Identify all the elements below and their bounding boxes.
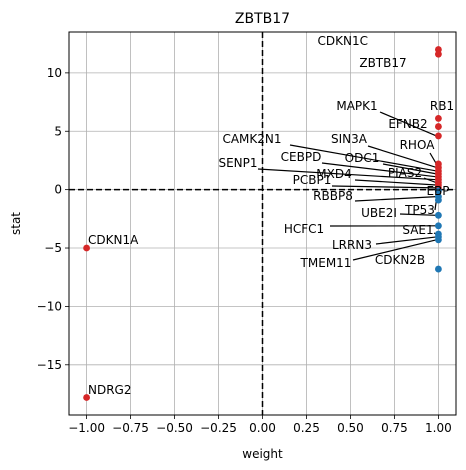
- point-label: RHOA: [400, 138, 436, 152]
- y-tick-label: 10: [47, 66, 62, 80]
- point-label: TP53: [404, 203, 435, 217]
- data-point: [83, 244, 90, 252]
- x-tick-label: 0.75: [381, 421, 408, 435]
- data-point: [435, 187, 442, 195]
- data-point: [435, 196, 442, 204]
- point-label: SAE1: [402, 223, 433, 237]
- leader-line: [321, 162, 437, 178]
- y-tick-label: −5: [44, 241, 62, 255]
- data-point: [435, 115, 442, 122]
- reference-lines: [69, 32, 456, 415]
- leader-line: [382, 163, 437, 175]
- leader-line: [354, 196, 437, 202]
- x-tick-label: −0.75: [112, 421, 149, 435]
- leader-line: [399, 213, 437, 216]
- leader-line: [423, 177, 437, 184]
- point-label: CDKN1A: [88, 233, 139, 247]
- x-tick-label: −1.00: [68, 421, 105, 435]
- leader-line: [289, 144, 437, 172]
- x-tick-label: 0.25: [293, 421, 320, 435]
- y-tick-label: 5: [54, 124, 62, 138]
- point-label: SENP1: [218, 156, 257, 170]
- point-label: CAMK2N1: [222, 132, 281, 146]
- point-label: TMEM11: [300, 256, 352, 270]
- point-label: PIAS2: [388, 166, 422, 180]
- data-point: [435, 50, 442, 58]
- y-tick-label: −10: [37, 299, 62, 313]
- x-tick-label: 0.50: [337, 421, 364, 435]
- point-label: RBBP8: [313, 189, 353, 203]
- leader-line: [375, 236, 437, 245]
- point-label: MAPK1: [336, 99, 377, 113]
- y-axis-label: stat: [9, 212, 23, 235]
- axis-ticks: −1.00 −0.75 −0.50 −0.25 0.00 0.25 0.50 0.75 1.00…: [37, 66, 452, 435]
- data-point: [435, 211, 442, 219]
- point-label: CEBPD: [281, 150, 322, 164]
- leader-line: [331, 185, 437, 189]
- point-label: UBE2I: [361, 206, 397, 220]
- leader-line: [367, 145, 437, 169]
- point-label: RB1: [430, 99, 454, 113]
- point-label: ODC1: [345, 151, 380, 165]
- y-tick-label: −15: [37, 358, 62, 372]
- data-point: [435, 236, 442, 244]
- annotation-leaders: [257, 111, 438, 261]
- point-label: ZBTB17: [359, 56, 406, 70]
- leader-line: [354, 179, 437, 186]
- data-points: [83, 46, 442, 401]
- point-label: SIN3A: [331, 132, 368, 146]
- point-label: CDKN2B: [375, 253, 425, 267]
- x-tick-label: −0.25: [200, 421, 237, 435]
- point-label: EFNB2: [388, 117, 427, 131]
- point-label: CDKN1C: [318, 34, 368, 48]
- point-label: PCBP1: [293, 173, 332, 187]
- point-label: LRRN3: [332, 238, 372, 252]
- point-label: MXD4: [316, 167, 351, 181]
- x-tick-label: 0.00: [249, 421, 276, 435]
- data-point: [435, 222, 442, 230]
- data-point: [435, 46, 442, 53]
- point-label: HCFC1: [284, 222, 324, 236]
- leader-line: [257, 168, 437, 181]
- point-label: EBP: [426, 184, 449, 198]
- x-tick-label: −0.50: [156, 421, 193, 435]
- leader-line: [429, 152, 437, 165]
- data-point: [435, 265, 442, 273]
- data-point: [435, 123, 442, 130]
- leader-line: [379, 111, 437, 137]
- point-label: NDRG2: [88, 383, 132, 397]
- chart-title: ZBTB17: [235, 11, 290, 27]
- data-point: [435, 132, 442, 140]
- leader-line: [352, 239, 437, 261]
- data-point: [83, 394, 90, 401]
- x-tick-label: 1.00: [425, 421, 452, 435]
- x-axis-label: weight: [242, 447, 283, 461]
- y-tick-label: 0: [54, 183, 62, 197]
